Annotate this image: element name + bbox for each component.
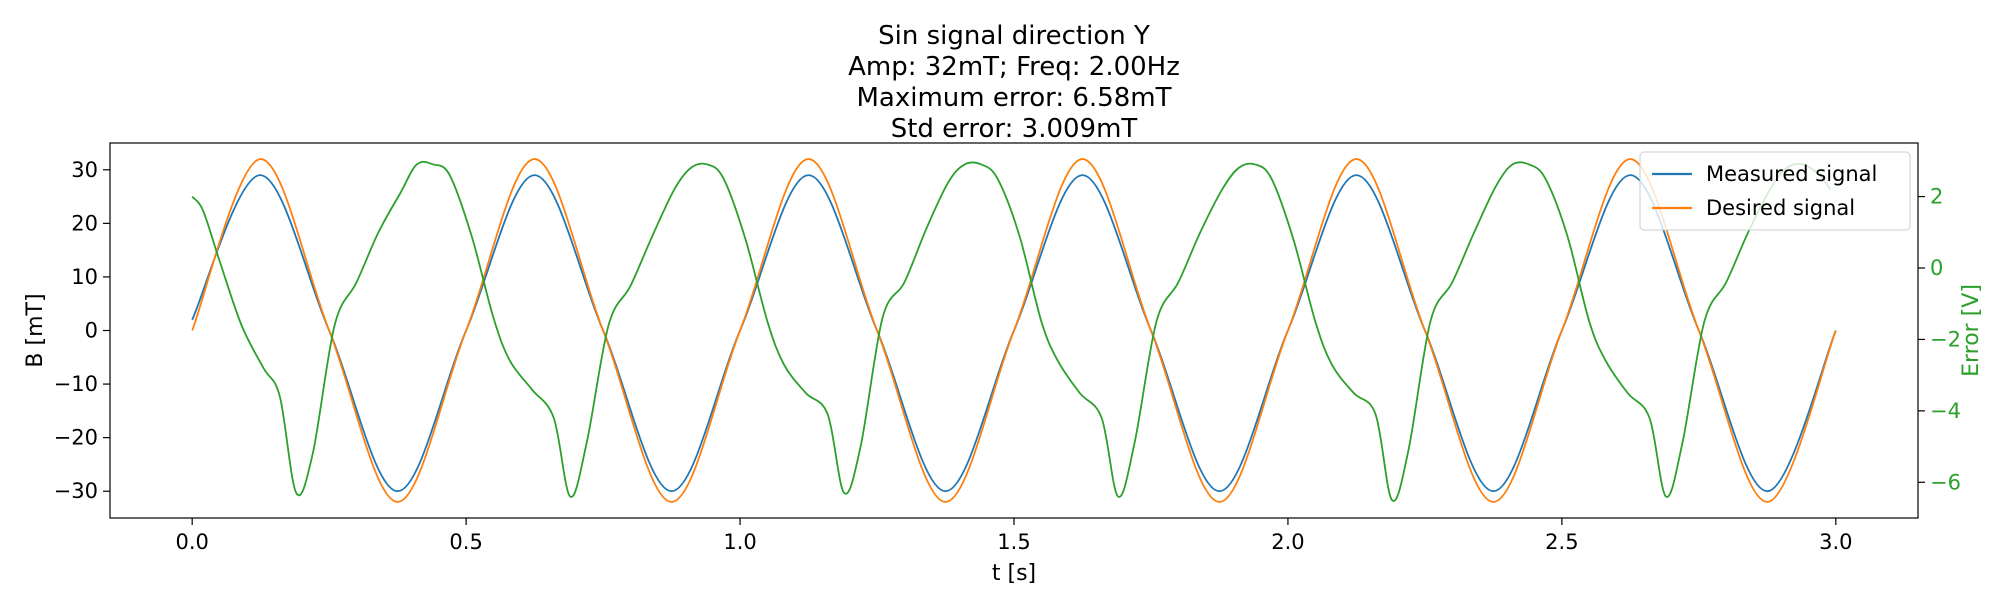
y-tick-label: −20 [54,426,98,450]
x-tick-label: 0.0 [175,530,208,554]
y-axis-right: −6 −4 −2 0 2 [1918,185,1961,494]
y2-axis-label: Error [V] [1959,284,1984,377]
y2-tick-label: −4 [1930,399,1961,423]
series-line-error-v [191,160,1832,502]
x-tick-label: 1.5 [997,530,1030,554]
x-tick-label: 1.0 [723,530,756,554]
x-tick-label: 2.0 [1271,530,1304,554]
title-line: Std error: 3.009mT [891,114,1138,144]
x-tick-label: 3.0 [1819,530,1852,554]
y2-tick-label: −2 [1930,327,1961,351]
x-axis: 0.0 0.5 1.0 1.5 2.0 2.5 3.0 [175,518,1853,554]
y2-tick-label: 0 [1930,256,1943,280]
y-tick-label: 10 [71,265,98,289]
title-line: Sin signal direction Y [878,21,1150,51]
legend-label: Measured signal [1706,162,1877,186]
series-line-measured-signal [191,174,1837,493]
y-tick-label: −10 [54,372,98,396]
y-tick-label: 30 [71,158,98,182]
y-axis-left: −30 −20 −10 0 10 20 30 [54,158,110,503]
legend: Measured signal Desired signal [1639,151,1911,231]
legend-box [1639,151,1911,231]
series-group [191,158,1837,503]
y-tick-label: 0 [85,319,98,343]
y2-tick-label: 2 [1930,185,1943,209]
x-tick-label: 0.5 [449,530,482,554]
y-tick-label: −30 [54,479,98,503]
x-axis-label: t [s] [992,561,1036,586]
y2-tick-label: −6 [1930,470,1961,494]
y-tick-label: 20 [71,211,98,235]
legend-label: Desired signal [1706,196,1855,220]
title-line: Amp: 32mT; Freq: 2.00Hz [848,52,1180,82]
series-line-desired-signal [191,158,1837,503]
y-axis-label: B [mT] [23,293,48,367]
x-tick-label: 2.5 [1545,530,1578,554]
title-line: Maximum error: 6.58mT [857,83,1172,113]
